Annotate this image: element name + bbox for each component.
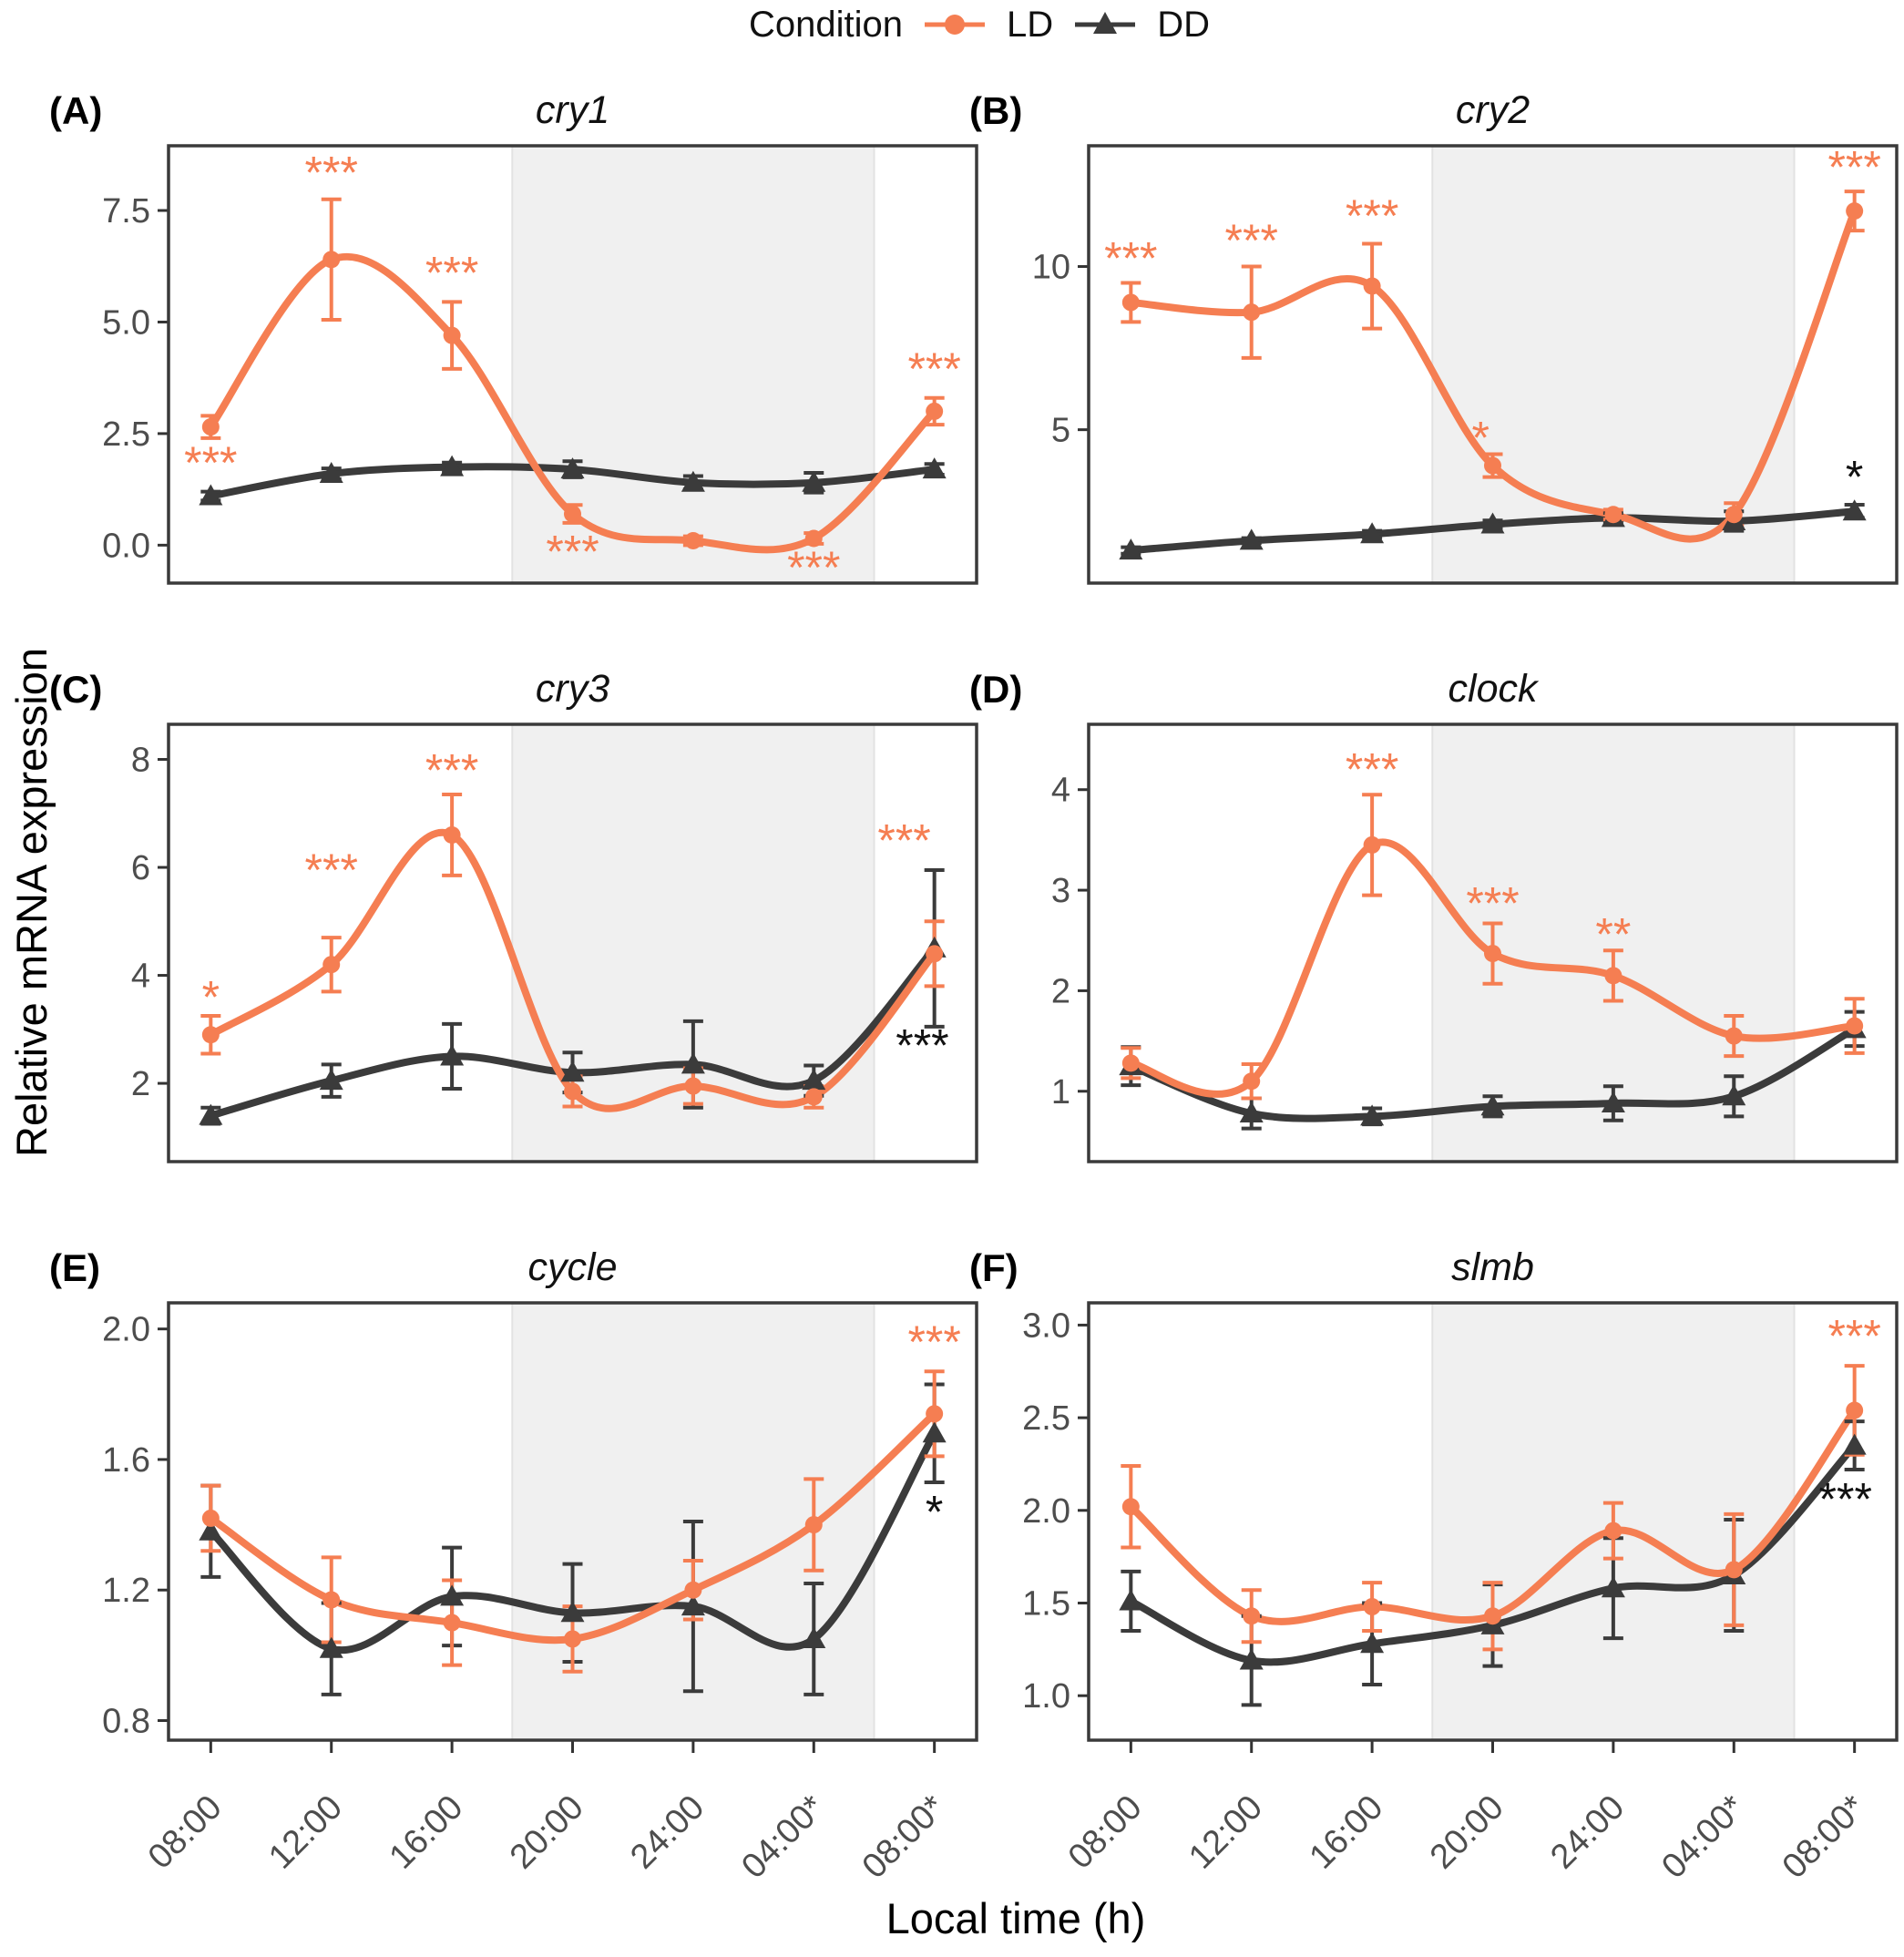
svg-text:1.5: 1.5 (1022, 1584, 1070, 1623)
svg-text:4: 4 (1051, 772, 1070, 810)
svg-text:***: *** (425, 248, 478, 299)
panel-cry2: (B) cry2 5 10 *** *** *** * *** * (969, 53, 1904, 597)
panel-cycle-tag: (E) (49, 1246, 100, 1289)
svg-text:***: *** (425, 744, 478, 795)
legend: Condition LD DD (27, 0, 1904, 49)
svg-text:***: *** (877, 815, 930, 866)
svg-text:*: * (1846, 452, 1863, 503)
svg-text:***: *** (1104, 233, 1157, 284)
svg-text:24:00: 24:00 (623, 1788, 711, 1877)
svg-text:***: *** (305, 845, 358, 896)
panel-cry3-tag: (C) (49, 668, 103, 711)
legend-label-dd: DD (1157, 4, 1210, 45)
svg-text:0.8: 0.8 (102, 1703, 150, 1741)
panel-cry1: (A) cry1 0.0 2.5 5.0 7.5 *** *** *** *** *** *** (49, 53, 984, 597)
svg-text:5: 5 (1051, 412, 1070, 450)
svg-text:5.0: 5.0 (102, 303, 150, 342)
svg-text:1: 1 (1051, 1073, 1070, 1112)
svg-text:3.0: 3.0 (1022, 1306, 1070, 1345)
svg-text:2.5: 2.5 (102, 415, 150, 454)
svg-text:***: *** (787, 542, 840, 592)
svg-text:***: *** (1466, 877, 1519, 928)
svg-text:12:00: 12:00 (261, 1788, 350, 1877)
svg-text:***: *** (1819, 1474, 1872, 1525)
svg-text:3: 3 (1051, 872, 1070, 910)
svg-text:***: *** (1827, 1311, 1880, 1362)
svg-text:*: * (1472, 413, 1489, 464)
svg-text:***: *** (546, 527, 599, 578)
panel-cry1-plot: 0.0 2.5 5.0 7.5 *** *** *** *** *** *** (102, 144, 978, 593)
svg-text:8: 8 (131, 742, 150, 780)
svg-text:***: *** (184, 437, 237, 488)
svg-text:08:00*: 08:00* (1776, 1788, 1874, 1887)
svg-text:2.0: 2.0 (1022, 1492, 1070, 1531)
svg-text:4: 4 (131, 958, 150, 996)
svg-text:08:00*: 08:00* (855, 1788, 954, 1887)
svg-text:2: 2 (131, 1065, 150, 1103)
legend-label-ld: LD (1007, 4, 1054, 45)
svg-text:2.0: 2.0 (102, 1311, 150, 1349)
svg-text:1.6: 1.6 (102, 1441, 150, 1480)
svg-text:***: *** (1225, 215, 1278, 266)
svg-text:16:00: 16:00 (383, 1788, 471, 1877)
panel-cry1-tag: (A) (49, 89, 103, 132)
svg-text:***: *** (907, 1317, 960, 1368)
svg-text:1.0: 1.0 (1022, 1677, 1070, 1716)
panel-cycle-title: cycle (527, 1245, 618, 1289)
svg-text:04:00*: 04:00* (1654, 1788, 1753, 1887)
ld-legend-marker-icon (925, 15, 986, 35)
svg-text:**: ** (1595, 909, 1631, 960)
svg-text:20:00: 20:00 (1423, 1788, 1511, 1877)
svg-text:16:00: 16:00 (1303, 1788, 1391, 1877)
svg-text:08:00: 08:00 (141, 1788, 230, 1877)
svg-text:24:00: 24:00 (1543, 1788, 1632, 1877)
panel-cry1-title: cry1 (535, 88, 610, 132)
svg-text:6: 6 (131, 849, 150, 887)
panel-cycle: (E) cycle 0.8 1.2 1.6 2.0 08:00 12:00 16:00 20:… (49, 1164, 984, 1903)
svg-text:*: * (926, 1486, 943, 1537)
svg-text:12:00: 12:00 (1182, 1788, 1270, 1877)
svg-text:1.2: 1.2 (102, 1572, 150, 1610)
panel-cry3: (C) cry3 2 4 6 8 * *** *** *** *** (49, 586, 984, 1175)
panel-cycle-plot: 0.8 1.2 1.6 2.0 08:00 12:00 16:00 20:00 24:00 04:… (102, 1301, 978, 1887)
panel-cry2-title: cry2 (1455, 88, 1530, 132)
panel-clock: (D) clock 1 2 3 4 *** *** ** (969, 586, 1904, 1175)
svg-text:0.0: 0.0 (102, 527, 150, 565)
panel-cry2-plot: 510 *** *** ******** (1032, 141, 1899, 585)
panel-slmb-plot: 1.0 1.5 2.0 2.5 3.0 08:00 12:00 16:00 20:00 24:00… (1022, 1301, 1899, 1887)
y-axis-label-wrap: Relative mRNA expression (4, 55, 58, 1749)
svg-text:04:00*: 04:00* (734, 1788, 833, 1887)
svg-text:10: 10 (1032, 249, 1070, 287)
svg-text:***: *** (1827, 141, 1880, 192)
svg-text:*: * (202, 971, 220, 1022)
panel-slmb-tag: (F) (969, 1246, 1019, 1289)
svg-text:***: *** (896, 1020, 948, 1071)
y-axis-label: Relative mRNA expression (6, 647, 56, 1157)
panel-slmb: (F) slmb 1.0 1.5 2.0 2.5 3.0 08:00 12:00 16:00 2… (969, 1164, 1904, 1903)
svg-text:***: *** (305, 147, 358, 198)
dd-legend-marker-icon (1075, 12, 1136, 34)
x-axis-label: Local time (h) (885, 1894, 1146, 1942)
svg-text:20:00: 20:00 (503, 1788, 591, 1877)
panel-slmb-title: slmb (1451, 1245, 1534, 1289)
panel-clock-tag: (D) (969, 668, 1023, 711)
panel-clock-title: clock (1448, 667, 1538, 711)
svg-text:08:00: 08:00 (1061, 1788, 1150, 1877)
panel-cry3-title: cry3 (535, 667, 610, 711)
svg-text:2: 2 (1051, 972, 1070, 1010)
svg-text:***: *** (907, 343, 960, 394)
svg-text:7.5: 7.5 (102, 192, 150, 231)
svg-text:***: *** (1346, 190, 1398, 241)
legend-title: Condition (749, 4, 904, 45)
svg-text:***: *** (1346, 744, 1398, 795)
svg-text:2.5: 2.5 (1022, 1399, 1070, 1438)
panel-cry2-tag: (B) (969, 89, 1023, 132)
